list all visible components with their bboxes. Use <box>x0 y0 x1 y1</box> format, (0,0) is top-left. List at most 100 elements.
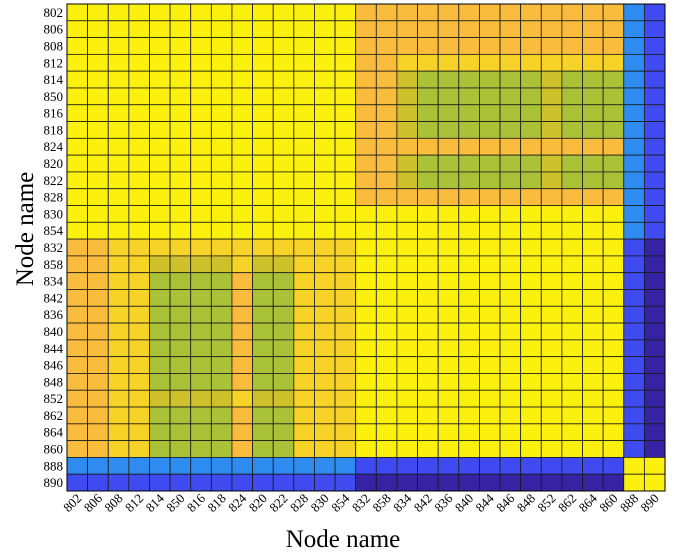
heatmap-cell <box>499 171 522 190</box>
heatmap-cell <box>334 389 357 408</box>
heatmap-cell <box>417 171 439 190</box>
heatmap-cell <box>210 289 233 307</box>
heatmap-cell <box>293 322 315 341</box>
heatmap-cell <box>437 373 460 391</box>
heatmap-cell <box>479 238 501 257</box>
heatmap-cell <box>87 238 109 257</box>
heatmap-cell <box>149 70 171 89</box>
heatmap-cell <box>396 339 418 358</box>
heatmap-cell <box>623 37 645 55</box>
heatmap-cell <box>396 389 418 408</box>
heatmap-cell <box>87 272 109 290</box>
heatmap-cell <box>643 356 666 374</box>
heatmap-cell <box>396 457 418 475</box>
heatmap-cell <box>293 87 315 106</box>
heatmap-cell <box>396 137 418 156</box>
heatmap-cell <box>149 289 171 307</box>
heatmap-cell <box>149 457 171 475</box>
heatmap-cell <box>190 339 212 358</box>
heatmap-cell <box>458 440 480 458</box>
heatmap-cell <box>499 104 522 122</box>
heatmap-cell <box>210 373 233 391</box>
heatmap-cell <box>623 322 645 341</box>
heatmap-cell <box>479 104 501 122</box>
heatmap-cell <box>458 473 480 492</box>
heatmap-cell <box>643 70 666 89</box>
y-tick-label: 836 <box>44 307 64 322</box>
heatmap-cell <box>252 53 274 72</box>
heatmap-cell <box>149 406 171 425</box>
heatmap-cell <box>375 104 398 122</box>
heatmap-cell <box>499 154 522 173</box>
heatmap-cell <box>252 171 274 190</box>
heatmap-cell <box>417 87 439 106</box>
heatmap-cell <box>479 205 501 223</box>
heatmap-cell <box>293 373 315 391</box>
heatmap-cell <box>128 272 150 290</box>
heatmap-cell <box>314 373 336 391</box>
heatmap-cell <box>561 53 583 72</box>
y-tick-label: 834 <box>44 274 64 289</box>
heatmap-cell <box>334 356 357 374</box>
heatmap-cell <box>396 373 418 391</box>
heatmap-cell <box>149 272 171 290</box>
heatmap-cell <box>293 272 315 290</box>
heatmap-cell <box>479 289 501 307</box>
x-tick-label: 890 <box>637 491 661 515</box>
heatmap-cell <box>499 70 522 89</box>
heatmap-cell <box>314 289 336 307</box>
heatmap-cell <box>602 171 625 190</box>
heatmap-cell <box>149 20 171 38</box>
heatmap-cell <box>190 389 212 408</box>
heatmap-cell <box>561 255 583 274</box>
heatmap-cell <box>417 53 439 72</box>
heatmap-cell <box>252 423 274 442</box>
heatmap-cell <box>520 373 542 391</box>
heatmap-cell <box>602 238 625 257</box>
heatmap-cell <box>602 305 625 324</box>
heatmap-cell <box>479 356 501 374</box>
heatmap-cell <box>107 171 130 190</box>
heatmap-cell <box>334 322 357 341</box>
heatmap-cell <box>107 305 130 324</box>
heatmap-cell <box>149 322 171 341</box>
heatmap-cell <box>561 137 583 156</box>
heatmap-cell <box>623 205 645 223</box>
heatmap-cell <box>66 137 89 156</box>
heatmap-cell <box>623 339 645 358</box>
heatmap-cell <box>643 171 666 190</box>
x-tick-label: 842 <box>411 491 435 515</box>
heatmap-cell <box>128 457 150 475</box>
heatmap-cell <box>210 339 233 358</box>
heatmap-cell <box>643 154 666 173</box>
heatmap-cell <box>355 289 377 307</box>
heatmap-cell <box>314 322 336 341</box>
heatmap-cell <box>272 423 295 442</box>
heatmap-cell <box>582 389 604 408</box>
heatmap-cell <box>314 356 336 374</box>
x-tick-label: 830 <box>307 491 331 515</box>
heatmap-cell <box>149 121 171 139</box>
y-tick-label: 828 <box>44 190 64 205</box>
heatmap-cell <box>540 3 563 22</box>
heatmap-cell <box>479 20 501 38</box>
heatmap-cell <box>396 305 418 324</box>
heatmap-cell <box>107 473 130 492</box>
heatmap-cell <box>128 322 150 341</box>
heatmap-cell <box>479 339 501 358</box>
heatmap-cell <box>272 188 295 206</box>
heatmap-cell <box>210 389 233 408</box>
heatmap-cell <box>623 221 645 240</box>
heatmap-cell <box>479 121 501 139</box>
heatmap-cell <box>561 440 583 458</box>
heatmap-cell <box>396 221 418 240</box>
heatmap-cell <box>520 440 542 458</box>
heatmap-cell <box>582 457 604 475</box>
heatmap-cell <box>87 457 109 475</box>
heatmap-cell <box>355 457 377 475</box>
heatmap-cell <box>458 255 480 274</box>
heatmap-cell <box>623 20 645 38</box>
heatmap-cell <box>623 188 645 206</box>
heatmap-cell <box>602 457 625 475</box>
heatmap-cell <box>334 70 357 89</box>
